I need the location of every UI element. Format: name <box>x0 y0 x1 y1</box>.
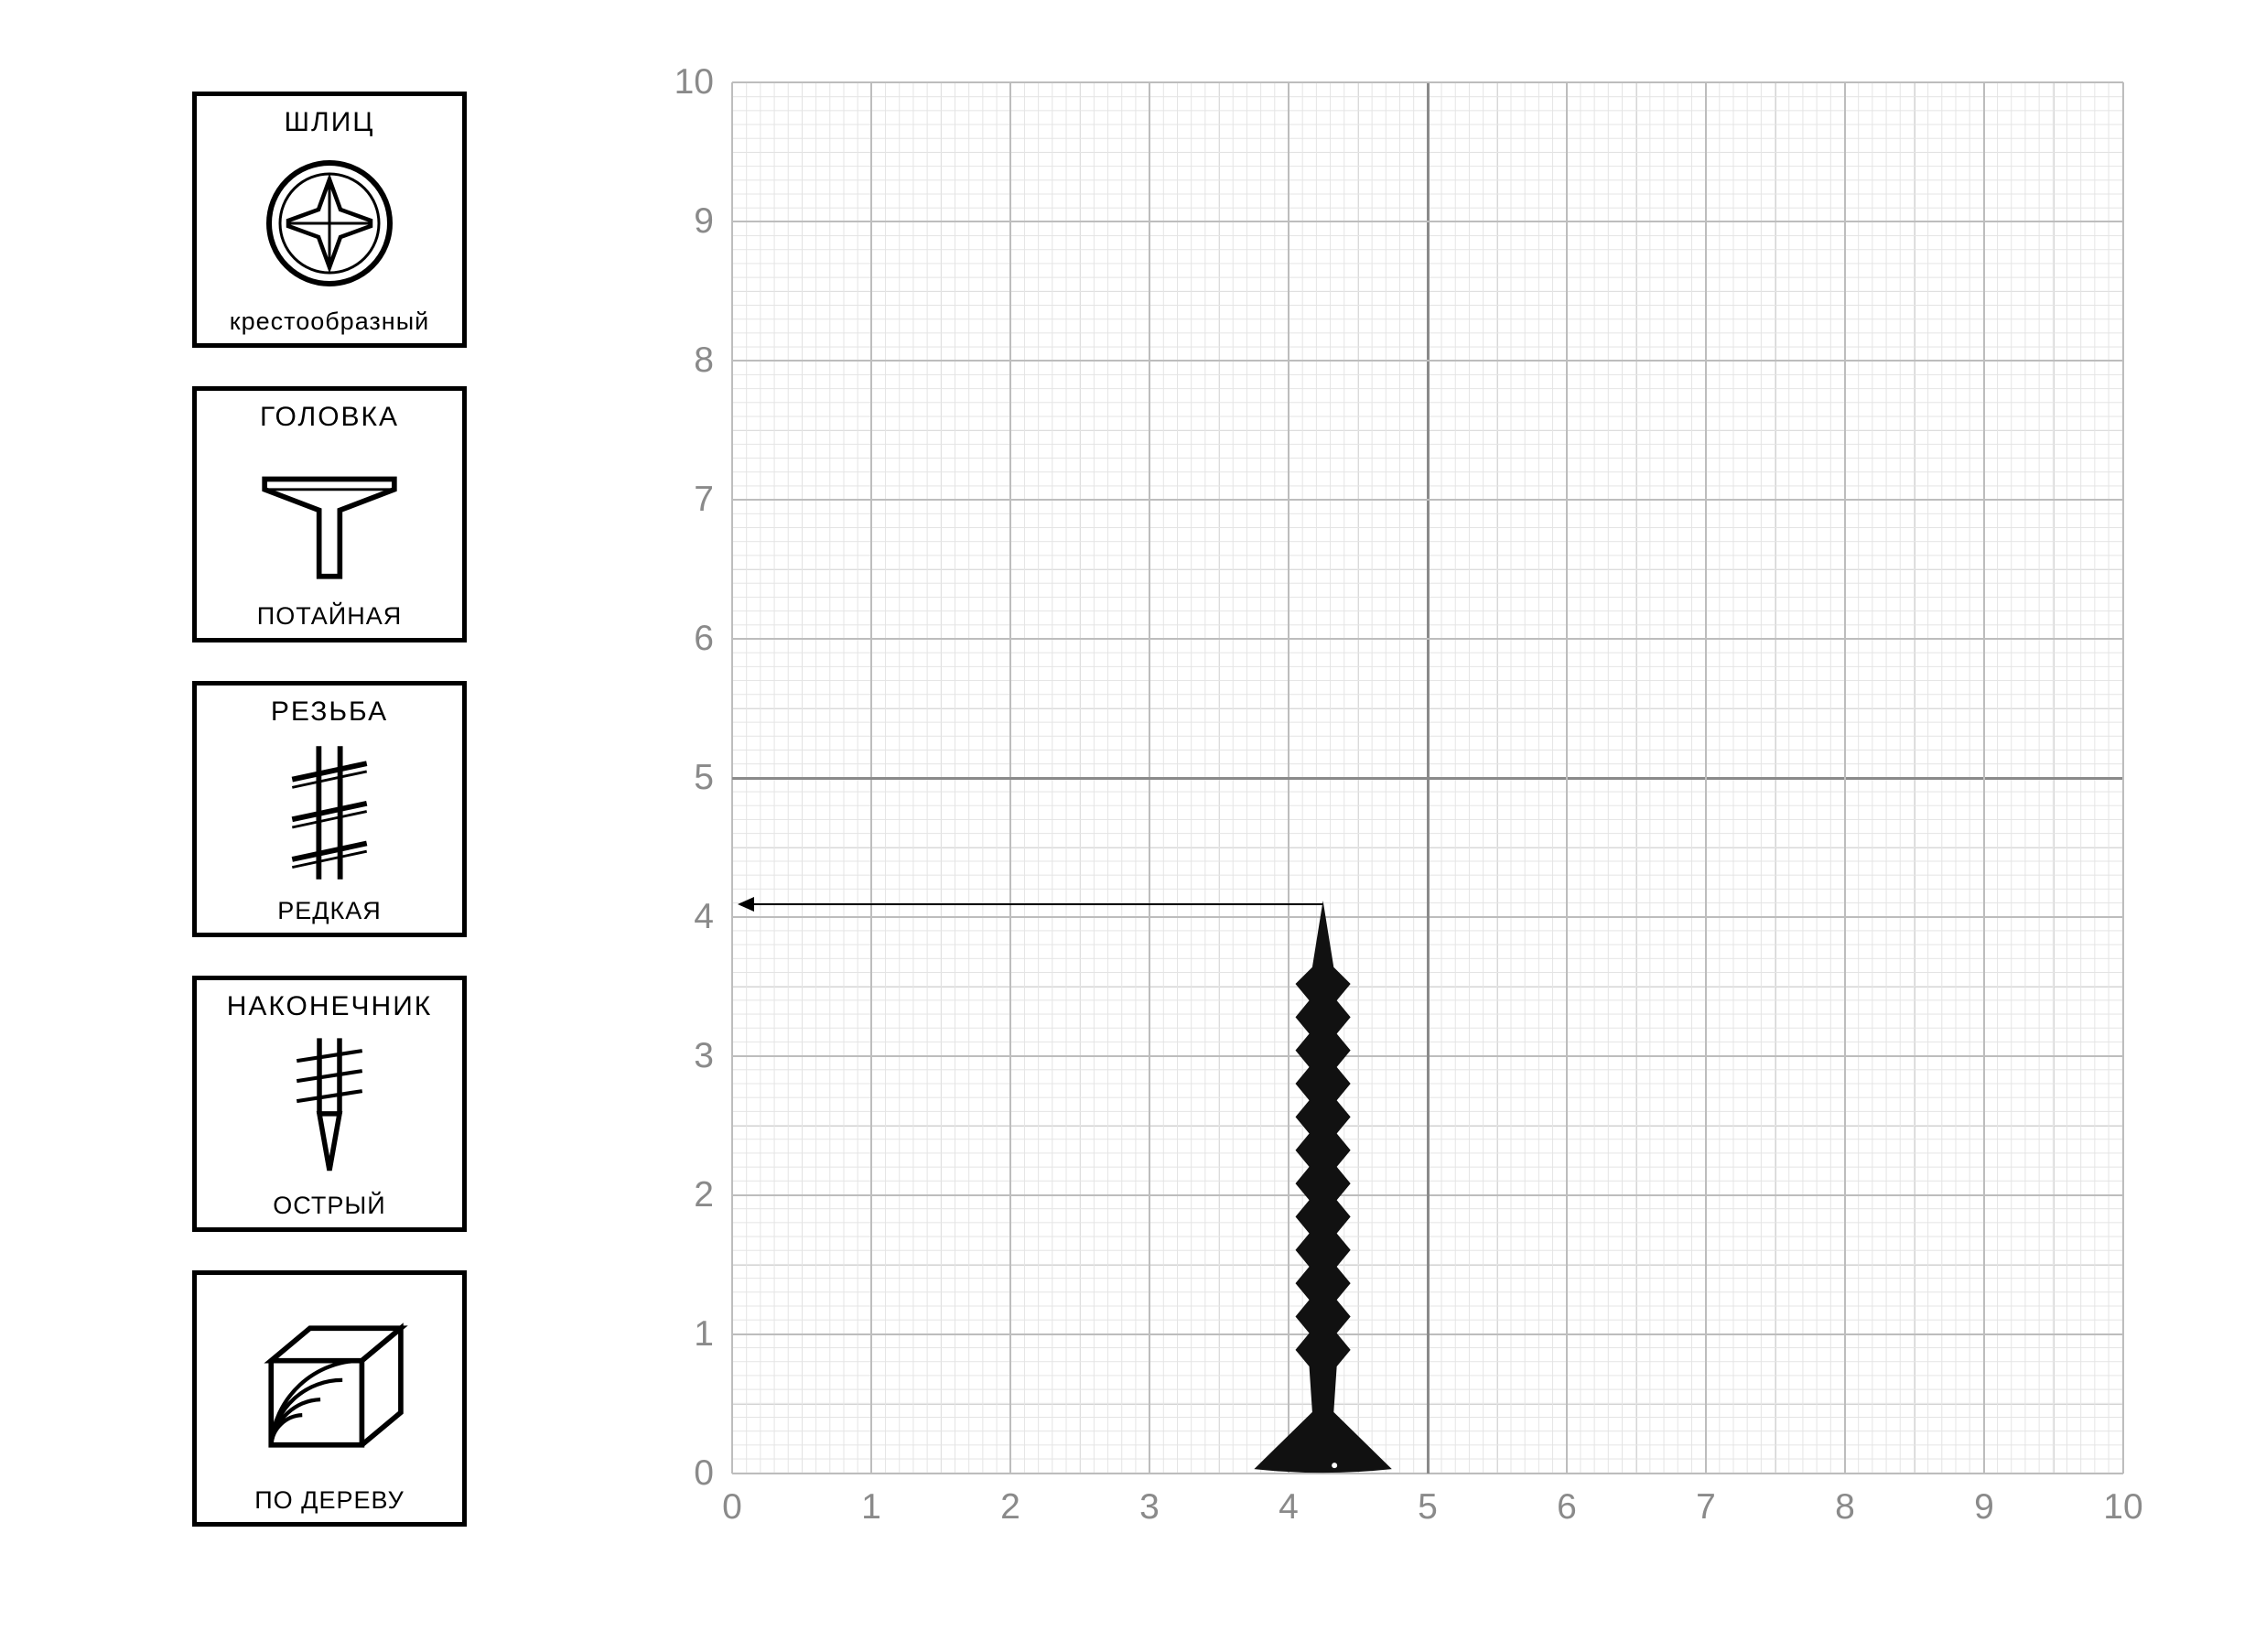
card-title: ШЛИЦ <box>285 107 375 138</box>
xtick: 0 <box>722 1487 742 1528</box>
gridline-h <box>732 360 2123 362</box>
gridline-v <box>2122 82 2124 1474</box>
ytick: 7 <box>631 480 714 520</box>
card-rezba: РЕЗЬБА РЕДКАЯ <box>192 681 467 937</box>
ytick: 5 <box>631 758 714 798</box>
sharp-tip-icon <box>202 1022 457 1192</box>
height-indicator <box>739 903 1323 905</box>
card-sub: РЕДКАЯ <box>277 897 382 925</box>
gridline-h <box>732 638 2123 640</box>
gridline-h <box>732 221 2123 222</box>
xtick: 6 <box>1557 1487 1577 1528</box>
card-sub: ОСТРЫЙ <box>273 1192 385 1220</box>
ytick: 3 <box>631 1036 714 1076</box>
xtick: 5 <box>1418 1487 1438 1528</box>
ytick: 0 <box>631 1453 714 1494</box>
coarse-thread-icon <box>202 728 457 897</box>
measurement-chart: 012345678910012345678910 <box>631 82 2132 1583</box>
screw-silhouette <box>1246 899 1399 1478</box>
card-sub: крестообразный <box>230 308 429 336</box>
gridline-h <box>732 777 2123 780</box>
xtick: 10 <box>2103 1487 2142 1528</box>
xtick: 8 <box>1835 1487 1855 1528</box>
xtick: 4 <box>1279 1487 1299 1528</box>
ytick: 4 <box>631 897 714 937</box>
gridline-v <box>1705 82 1707 1474</box>
gridline-v <box>1566 82 1568 1474</box>
card-wood: ПО ДЕРЕВУ <box>192 1270 467 1527</box>
card-shlitс: ШЛИЦ крестообразный <box>192 92 467 348</box>
ytick: 8 <box>631 340 714 381</box>
gridline-h <box>732 499 2123 501</box>
card-golovka: ГОЛОВКА ПОТАЙНАЯ <box>192 386 467 642</box>
card-title: ГОЛОВКА <box>260 402 399 433</box>
gridline-v <box>1983 82 1985 1474</box>
ytick: 9 <box>631 201 714 242</box>
card-sub: ПО ДЕРЕВУ <box>254 1486 405 1515</box>
ytick: 1 <box>631 1314 714 1355</box>
xtick: 1 <box>861 1487 881 1528</box>
xtick: 7 <box>1696 1487 1716 1528</box>
wood-icon <box>202 1286 457 1486</box>
gridline-h <box>732 81 2123 83</box>
xtick: 9 <box>1974 1487 1994 1528</box>
grid-plot <box>732 82 2123 1474</box>
gridline-v <box>1844 82 1846 1474</box>
card-title: РЕЗЬБА <box>271 696 388 728</box>
xtick: 3 <box>1139 1487 1160 1528</box>
spec-sidebar: ШЛИЦ крестообразный ГОЛОВКА ПОТАЙНАЯ РЕЗ… <box>192 92 467 1527</box>
phillips-icon <box>202 138 457 308</box>
countersunk-icon <box>202 433 457 602</box>
ytick: 10 <box>631 62 714 103</box>
ytick: 2 <box>631 1175 714 1215</box>
card-title: НАКОНЕЧНИК <box>227 991 433 1022</box>
card-sub: ПОТАЙНАЯ <box>257 602 402 631</box>
ytick: 6 <box>631 619 714 659</box>
xtick: 2 <box>1000 1487 1020 1528</box>
card-nakonechnik: НАКОНЕЧНИК ОСТРЫЙ <box>192 976 467 1232</box>
